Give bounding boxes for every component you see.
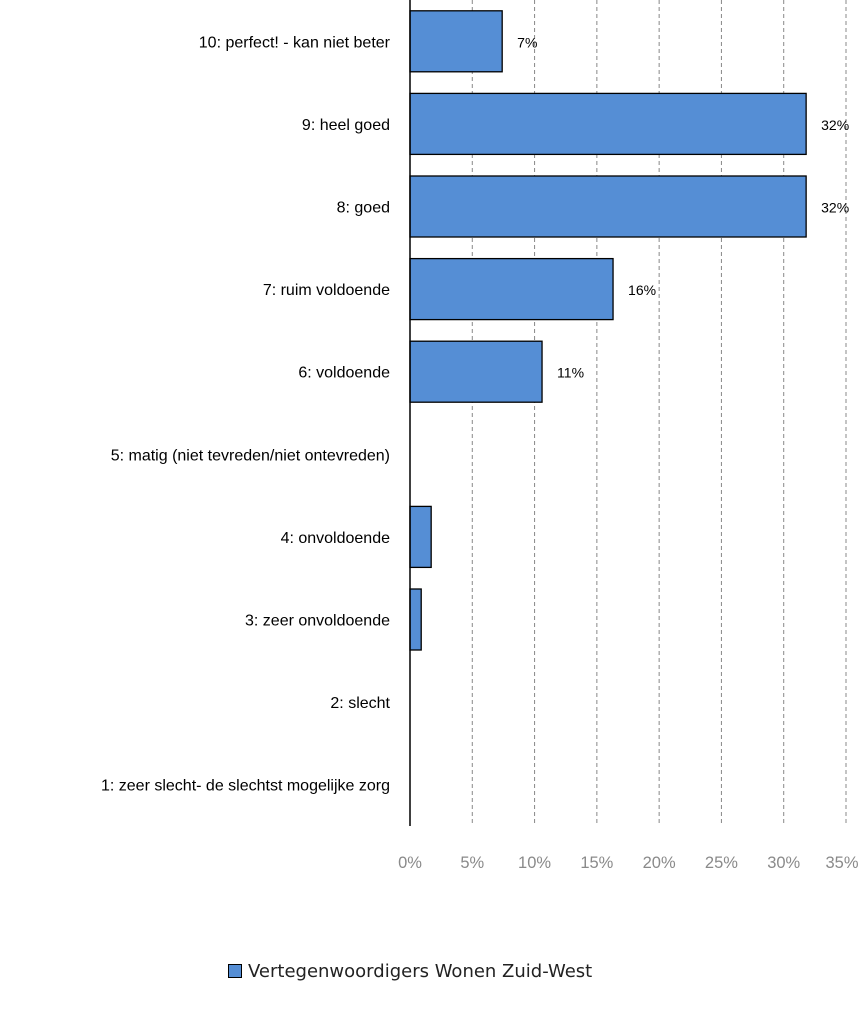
legend-label: Vertegenwoordigers Wonen Zuid-West — [248, 960, 593, 982]
bar — [409, 175, 807, 238]
data-label: 32% — [821, 117, 849, 133]
x-tick-label: 30% — [767, 854, 800, 872]
category-label: 5: matig (niet tevreden/niet ontevreden) — [111, 447, 390, 464]
gridlines — [471, 0, 847, 826]
legend-swatch — [228, 964, 242, 978]
x-tick-label: 0% — [398, 854, 422, 872]
bar — [409, 588, 422, 651]
category-label: 10: perfect! - kan niet beter — [199, 34, 391, 51]
x-axis-ticks: 0% 5% 10% 15% 20% 25% 30% 35% — [398, 854, 859, 872]
bar — [409, 505, 432, 569]
bar — [409, 10, 503, 73]
category-labels: 10: perfect! - kan niet beter 9: heel goe… — [101, 34, 391, 794]
category-label: 7: ruim voldoende — [263, 282, 390, 299]
x-tick-label: 10% — [518, 854, 551, 872]
data-label: 32% — [821, 200, 849, 216]
category-label: 1: zeer slecht- de slechtst mogelijke zo… — [101, 778, 390, 795]
legend: Vertegenwoordigers Wonen Zuid-West — [228, 958, 592, 984]
bar — [409, 340, 543, 403]
category-label: 8: goed — [337, 200, 390, 217]
category-label: 6: voldoende — [298, 365, 390, 382]
bar — [409, 92, 807, 156]
bars — [409, 10, 807, 651]
bar — [409, 257, 614, 321]
x-tick-label: 15% — [580, 854, 613, 872]
x-tick-label: 20% — [643, 854, 676, 872]
data-labels: 7% 32% 32% 16% 11% — [517, 34, 849, 380]
category-label: 2: slecht — [330, 695, 390, 712]
data-label: 16% — [628, 282, 656, 298]
x-tick-label: 25% — [705, 854, 738, 872]
data-label: 7% — [517, 34, 537, 50]
data-label: 11% — [557, 365, 584, 381]
x-tick-label: 5% — [460, 854, 484, 872]
category-label: 4: onvoldoende — [281, 530, 391, 547]
x-tick-label: 35% — [825, 854, 858, 872]
bar-chart: 10: perfect! - kan niet beter 9: heel goe… — [101, 0, 859, 872]
category-label: 3: zeer onvoldoende — [245, 613, 390, 630]
category-label: 9: heel goed — [302, 117, 390, 134]
